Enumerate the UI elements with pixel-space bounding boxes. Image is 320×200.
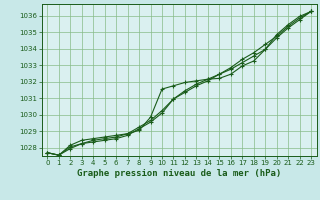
X-axis label: Graphe pression niveau de la mer (hPa): Graphe pression niveau de la mer (hPa) [77,169,281,178]
